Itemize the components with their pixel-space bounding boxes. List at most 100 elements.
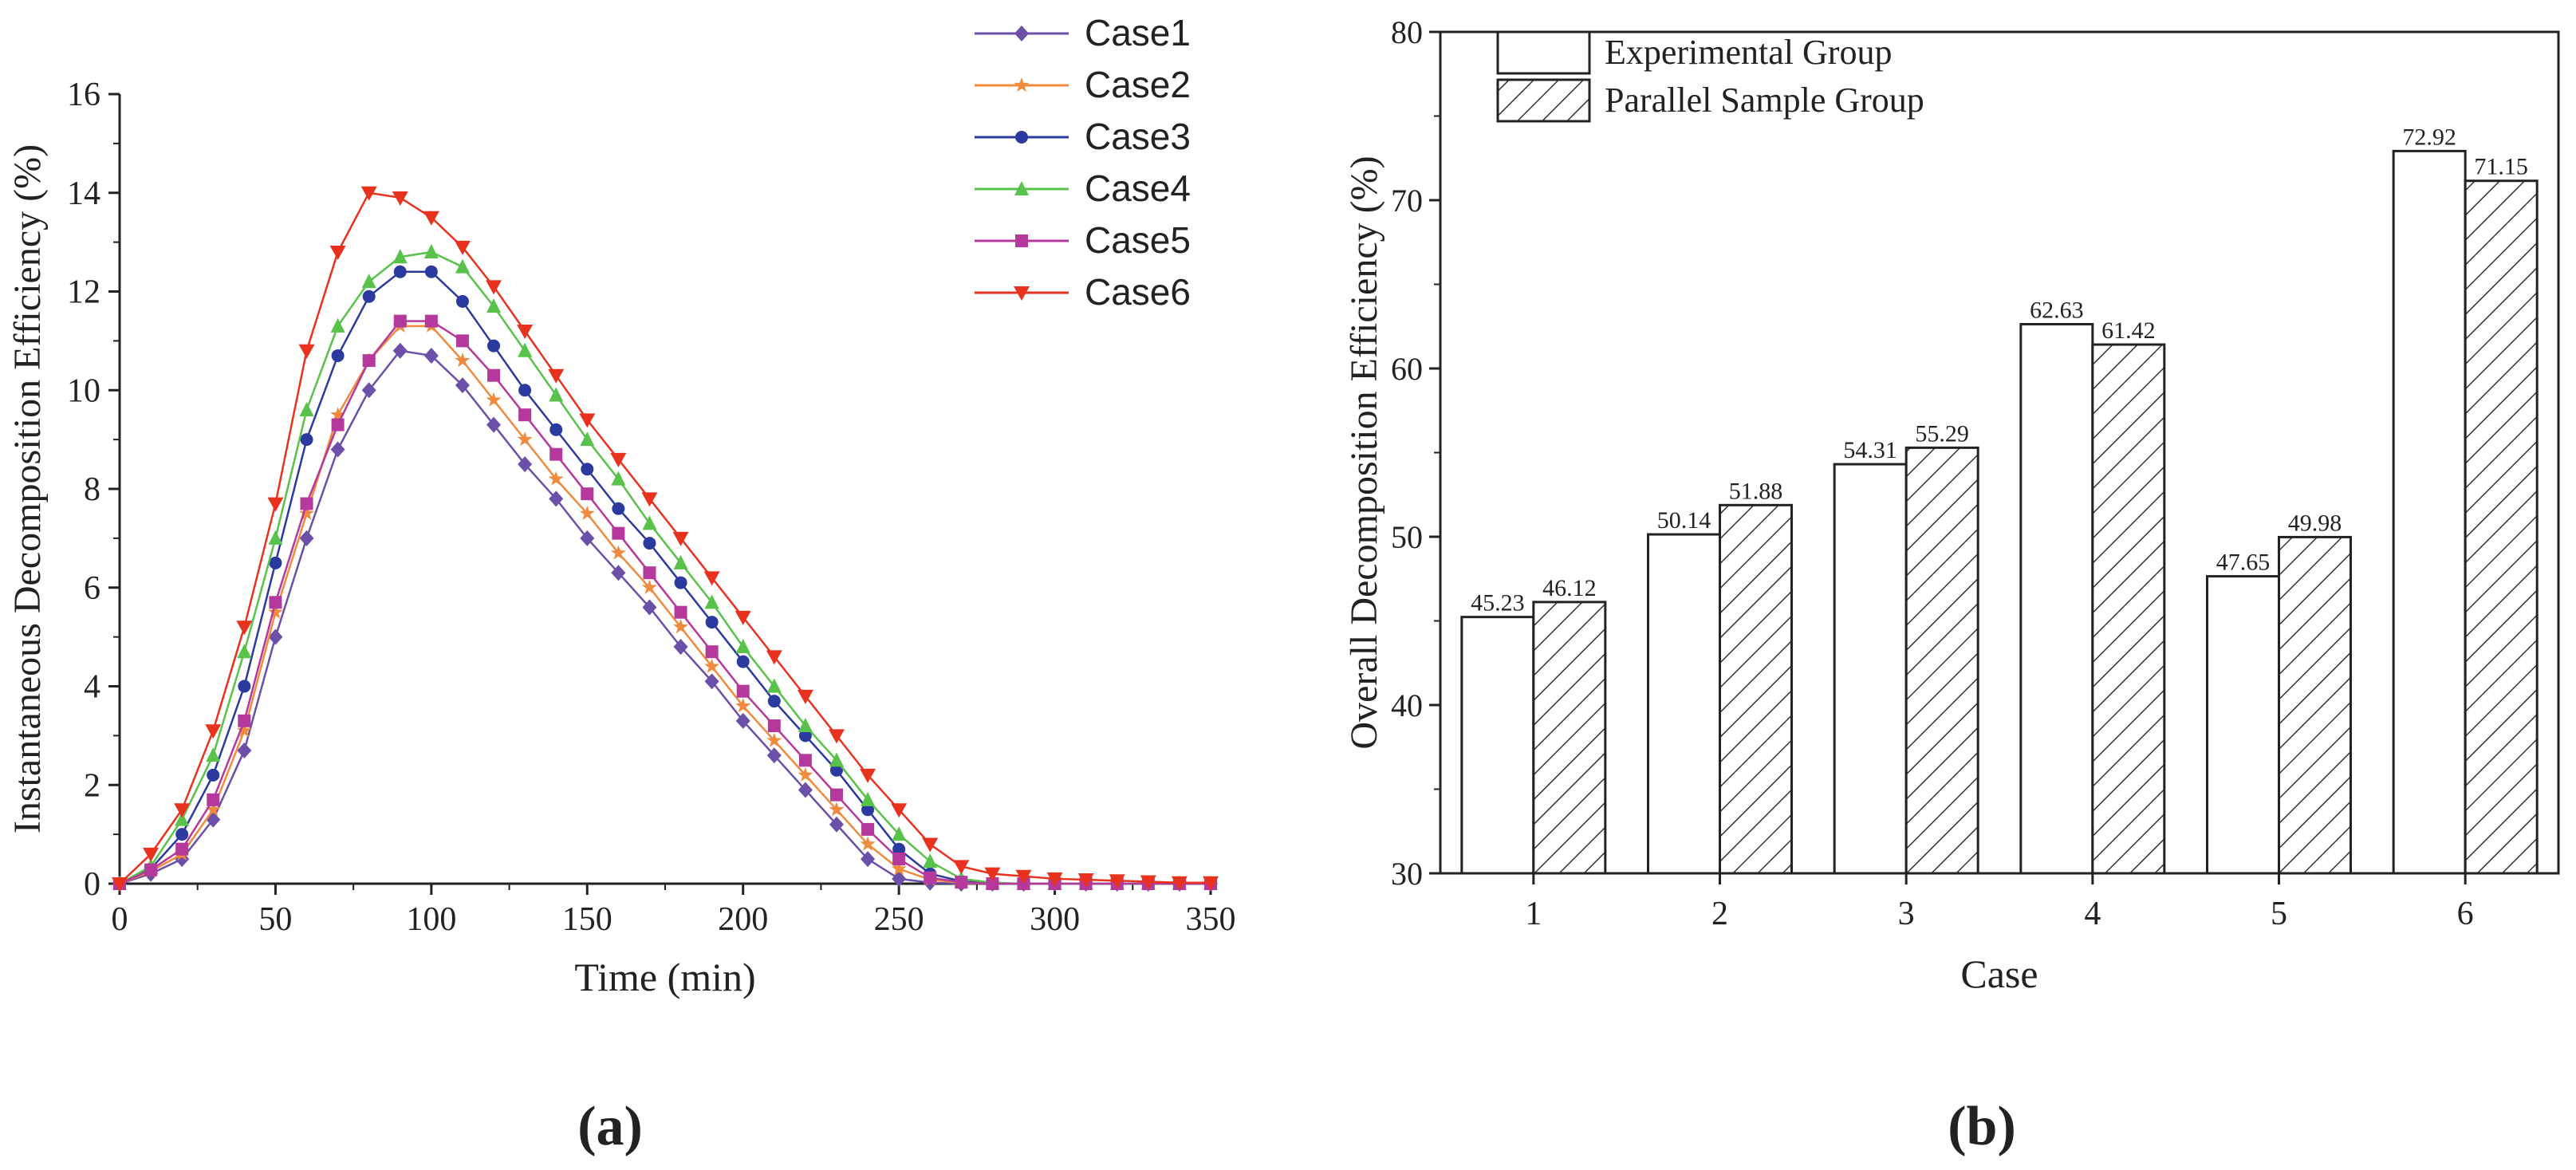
data-point: [549, 423, 563, 436]
y-axis-title: Overall Decomposition Efficiency (%): [1343, 156, 1385, 749]
data-point: [300, 433, 313, 447]
x-tick-label: 100: [406, 901, 456, 938]
data-point: [267, 497, 284, 512]
data-point: [207, 793, 220, 806]
y-tick-label: 50: [1391, 519, 1423, 555]
data-point: [269, 596, 282, 609]
data-point: [703, 571, 720, 586]
data-point: [766, 650, 782, 665]
x-tick-label: 350: [1186, 901, 1236, 938]
legend-label: Case4: [1085, 167, 1191, 209]
data-point: [674, 576, 687, 589]
bar-value-label: 62.63: [2030, 297, 2084, 324]
data-point: [238, 680, 251, 693]
data-point: [892, 826, 907, 841]
data-point: [300, 497, 313, 510]
data-point: [362, 290, 376, 303]
x-tick-label: 50: [258, 901, 292, 938]
data-point: [735, 610, 751, 625]
data-point: [581, 463, 594, 476]
data-point: [643, 566, 656, 580]
data-point: [986, 877, 999, 890]
data-point: [861, 822, 875, 836]
bar-experimental-case-1: [1460, 616, 1535, 875]
data-point: [643, 537, 656, 550]
panel-b-label: (b): [1948, 1096, 2016, 1157]
series-line: [119, 320, 1211, 885]
data-point: [487, 339, 501, 353]
legend-label: Case5: [1085, 219, 1191, 261]
data-point: [641, 492, 658, 507]
data-point: [112, 877, 128, 892]
data-point: [424, 314, 438, 328]
bar-value-label: 46.12: [1542, 575, 1597, 601]
data-point: [1171, 876, 1188, 891]
data-point: [610, 545, 626, 560]
data-point: [735, 712, 750, 729]
data-point: [299, 505, 315, 521]
y-axis-title: Instantaneous Decomposition Efficiency (…: [6, 144, 49, 833]
data-point: [766, 732, 782, 747]
legend-b: Experimental Group Parallel Sample Group: [1496, 30, 1924, 123]
x-tick-label: 3: [1898, 896, 1915, 932]
legend-label: Case6: [1085, 271, 1191, 313]
data-point: [674, 605, 687, 619]
data-point: [517, 325, 534, 339]
data-point: [924, 871, 937, 884]
series-case6: [112, 186, 1219, 892]
y-tick-label: 2: [84, 767, 100, 804]
data-point: [642, 515, 657, 530]
data-point: [455, 334, 469, 348]
data-point: [579, 413, 596, 428]
bar-experimental-case-3: [1833, 463, 1908, 875]
data-point: [704, 658, 720, 673]
data-point: [641, 579, 657, 594]
data-point: [1109, 874, 1125, 889]
bar-experimental-case-4: [2019, 323, 2094, 875]
data-point: [423, 244, 439, 258]
x-tick-label: 200: [718, 901, 768, 938]
data-point: [207, 768, 220, 782]
data-point: [392, 249, 408, 264]
data-point: [953, 860, 970, 875]
data-point: [612, 502, 625, 515]
data-point: [175, 842, 189, 856]
data-point: [331, 418, 345, 431]
data-point: [705, 616, 719, 629]
series-line: [119, 191, 1211, 884]
y-tick-label: 6: [84, 570, 100, 607]
data-point: [454, 240, 471, 255]
x-axis-title: Time (min): [574, 955, 755, 999]
bar-value-label: 47.65: [2216, 550, 2271, 576]
data-point: [861, 791, 876, 806]
data-point: [393, 314, 407, 328]
y-tick-label: 10: [67, 372, 100, 409]
panel-a-line-chart: 0 50 100 150 200 250 300 350 0 2 4 6 8 10 12 14 16 Time (…: [6, 12, 1236, 999]
data-point: [269, 556, 282, 569]
data-point: [1077, 873, 1094, 888]
data-point: [330, 407, 346, 422]
data-point: [455, 353, 471, 368]
data-point: [299, 402, 314, 416]
bar-value-label: 45.23: [1471, 590, 1525, 617]
data-point: [486, 298, 502, 313]
data-point: [487, 368, 501, 382]
bar-parallel-case-5: [2278, 535, 2352, 875]
data-point: [237, 644, 252, 659]
data-point: [736, 684, 750, 698]
bar-parallel-case-1: [1532, 601, 1607, 875]
data-point: [612, 526, 625, 540]
data-point: [861, 803, 875, 817]
data-point: [392, 191, 408, 206]
y-tick-label: 8: [84, 471, 100, 508]
data-point: [486, 392, 502, 407]
data-point: [392, 342, 408, 359]
data-point: [518, 408, 532, 422]
bar-value-label: 50.14: [1657, 507, 1711, 534]
bar-value-label: 71.15: [2474, 154, 2528, 180]
bar-value-label: 49.98: [2288, 510, 2342, 536]
data-point: [828, 729, 845, 744]
data-point: [423, 211, 439, 226]
data-point: [361, 382, 376, 399]
y-tick-label: 0: [84, 866, 100, 903]
